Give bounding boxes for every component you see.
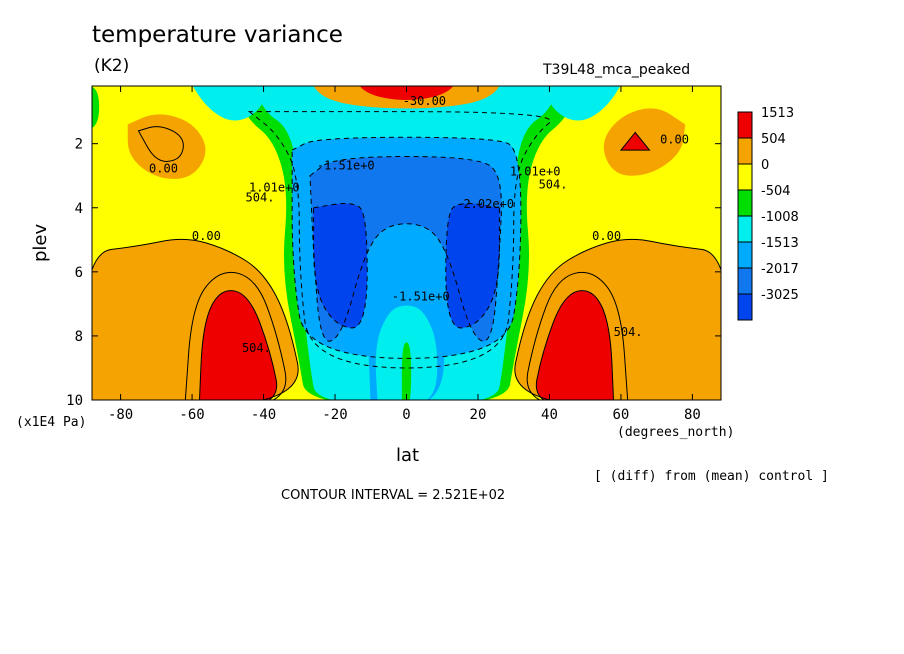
x-tick-label: -60	[179, 407, 204, 423]
region-cyan-upper-south	[192, 86, 268, 121]
region-red-north	[536, 290, 614, 400]
chart-title: temperature variance	[92, 22, 343, 48]
contour-label: -2.02e+0	[456, 197, 514, 211]
colorbar-label: 504	[761, 132, 786, 147]
region-cyan-upper-north	[545, 86, 621, 121]
colorbar-swatch	[737, 293, 753, 321]
region-green-edge	[92, 86, 100, 128]
y-tick-label: 6	[75, 265, 83, 281]
x-tick-label: 80	[684, 407, 701, 423]
chart-units: (K2)	[94, 56, 130, 76]
colorbar-label: -3025	[761, 288, 799, 303]
y-tick-label: 8	[75, 329, 83, 345]
contour-line-2017	[309, 155, 502, 342]
x-tick-label: 60	[613, 407, 630, 423]
region-deepblue-north	[445, 203, 500, 328]
contour-line-1008	[247, 111, 552, 369]
contour-label: 504.	[614, 325, 643, 339]
contour-line-zero-south	[92, 238, 299, 400]
contour-line-252-north	[526, 271, 629, 400]
contour-line-504-south	[198, 290, 278, 400]
colorbar-label: -2017	[761, 262, 799, 277]
region-red-south	[199, 290, 277, 400]
contour-label: 0.00	[149, 162, 178, 176]
max-marker-icon	[619, 131, 651, 151]
contour-label: 1.01e+0	[249, 181, 300, 195]
contour-label: -30.00	[403, 94, 446, 108]
colorbar-label: -504	[761, 184, 791, 199]
contour-fills	[92, 86, 721, 400]
contour-label: -1.51e+0	[392, 290, 450, 304]
contour-label: 1.01e+0	[510, 165, 561, 179]
colorbar-label: 0	[761, 158, 769, 173]
contour-lines	[92, 111, 721, 400]
contour-label: -1.51e+0	[317, 158, 375, 172]
y-tick-label: 2	[75, 137, 83, 153]
colorbar-swatch	[737, 163, 753, 191]
region-orange-south-upper	[127, 114, 206, 179]
colorbar-label: -1008	[761, 210, 799, 225]
x-tick-label: 0	[402, 407, 410, 423]
x-tick-label: -80	[108, 407, 133, 423]
colorbar-swatch	[737, 241, 753, 269]
contour-label: 504.	[539, 178, 568, 192]
contour-label: 0.00	[660, 133, 689, 147]
region-orange-north-upper	[603, 108, 686, 176]
region-deepblue-south	[313, 203, 368, 328]
y-tick-label: 4	[75, 201, 83, 217]
region-top-red	[359, 86, 454, 101]
x-tick-label: -20	[322, 407, 347, 423]
x-tick-label: -40	[251, 407, 276, 423]
colorbar-swatch	[737, 111, 753, 139]
colorbar-swatch	[737, 137, 753, 165]
colorbar-label: -1513	[761, 236, 799, 251]
colorbar-label: 1513	[761, 106, 794, 121]
contour-label: 0.00	[592, 229, 621, 243]
y-axis-unit: (x1E4 Pa)	[16, 415, 87, 430]
run-name: T39L48_mca_peaked	[543, 62, 691, 78]
x-axis-label: lat	[396, 445, 420, 466]
contour-label: 504.	[242, 341, 271, 355]
plot-axes: -80 -60 -40 -20 0 20 40 60 80 2 4 6 8 10	[66, 85, 722, 423]
x-axis-unit: (degrees_north)	[617, 425, 735, 440]
colorbar-swatch	[737, 189, 753, 217]
diff-note: [ (diff) from (mean) control ]	[594, 469, 829, 484]
contour-label: 504.	[246, 190, 275, 204]
contour-label: 0.00	[192, 229, 221, 243]
contour-line-252-south	[184, 271, 287, 400]
colorbar-swatch	[737, 215, 753, 243]
contour-line-2521-north	[445, 202, 500, 329]
contour-line-504-north	[535, 290, 615, 400]
x-tick-label: 40	[541, 407, 558, 423]
contour-line-upper-south	[137, 126, 184, 162]
colorbar-swatch	[737, 267, 753, 295]
y-tick-label: 10	[66, 393, 83, 409]
x-tick-label: 20	[470, 407, 487, 423]
contour-labels: 0.000.00 0.000.00-30.00-1.51e+01.01e+0504…	[149, 94, 689, 355]
region-core-green	[401, 342, 412, 400]
contour-interval: CONTOUR INTERVAL = 2.521E+02	[281, 488, 506, 503]
contour-line-zero-north	[514, 238, 721, 400]
region-blue	[310, 156, 502, 342]
contour-line-2521-south	[313, 202, 368, 329]
colorbar: 1513 504 0 -504 -1008 -1513 -2017 -3025	[737, 106, 799, 321]
